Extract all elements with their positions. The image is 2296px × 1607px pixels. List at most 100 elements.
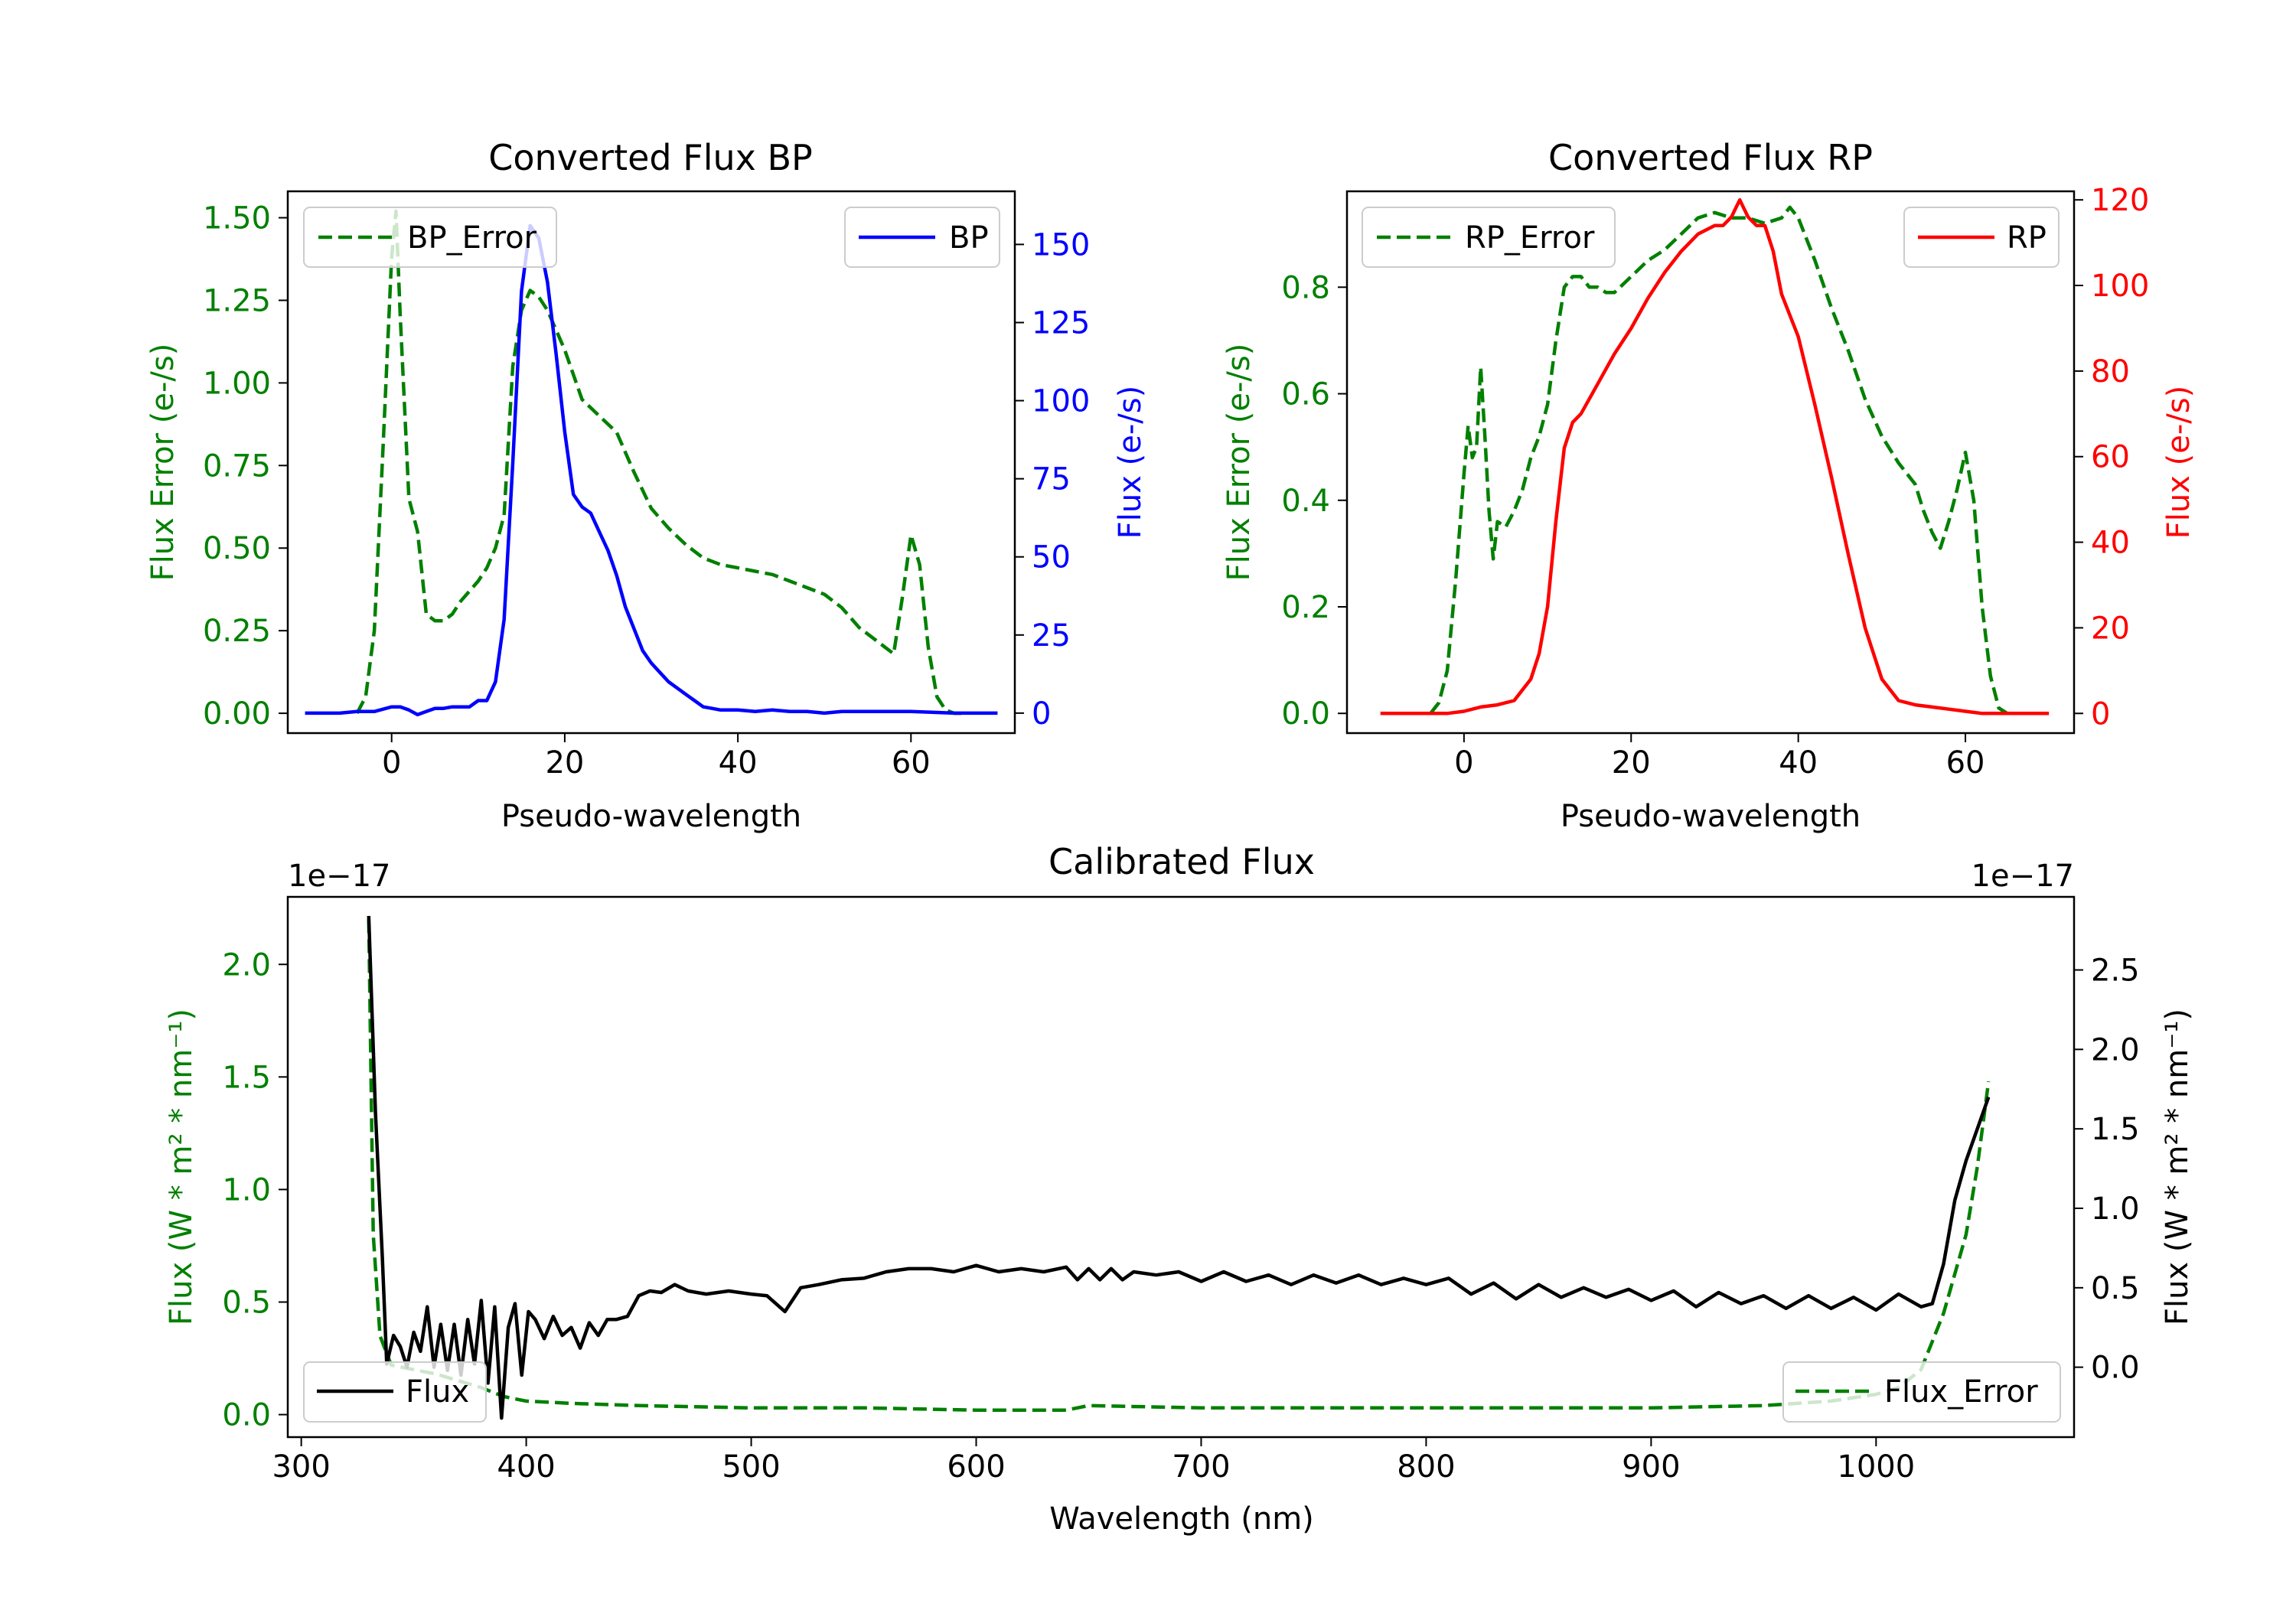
panel-rp-left-axis: 0.0 0.2 0.4 0.6 0.8 [1281,270,1347,732]
panel-bp-plot-area [305,209,998,717]
panel-rp-ylabel-left: Flux Error (e-/s) [1221,344,1257,582]
cal-xtick-label: 900 [1622,1449,1680,1485]
rp-series-rp-error [1429,205,2008,715]
panel-cal-title: Calibrated Flux [1049,841,1315,882]
rp-xtick-label: 0 [1454,745,1473,781]
bp-ytick-right-label: 75 [1032,462,1071,497]
bp-ytick-left-label: 1.25 [203,283,271,318]
legend-flux-error-label: Flux_Error [1884,1374,2038,1410]
rp-series-rp [1380,197,2050,715]
rp-xtick-label: 60 [1946,745,1985,781]
panel-rp-ylabel-right: Flux (e-/s) [2161,386,2197,539]
bp-ytick-left-label: 0.25 [203,614,271,649]
rp-ytick-right-label: 60 [2091,440,2130,475]
panel-cal-xlabel: Wavelength (nm) [1049,1501,1314,1537]
panel-rp-x-axis: 0 20 40 60 [1454,733,1985,781]
panel-bp-legend-right: BP [844,207,1000,268]
panel-bp-right-axis: 0 25 50 75 100 125 150 [1015,227,1090,732]
bp-ytick-right-label: 25 [1032,618,1071,654]
cal-series-flux [367,915,1991,1420]
cal-ytick-right-label: 1.0 [2091,1191,2140,1227]
bp-ytick-left-label: 1.50 [203,201,271,236]
bp-ytick-right-label: 150 [1032,227,1090,262]
rp-ytick-left-label: 0.0 [1281,696,1330,732]
cal-ytick-right-label: 2.5 [2091,953,2140,989]
panel-cal: Calibrated Flux 1e−17 1e−17 300 400 500 600… [164,841,2195,1537]
bp-ytick-left-label: 0.00 [203,696,271,732]
cal-xtick-label: 800 [1397,1449,1455,1485]
panel-cal-offset-left: 1e−17 [288,859,390,894]
cal-ytick-left-label: 0.5 [222,1286,271,1321]
bp-series-bp-error [355,209,964,715]
panel-bp-title: Converted Flux BP [488,137,813,178]
cal-xtick-label: 300 [272,1449,330,1485]
legend-bp-label: BP [949,220,989,256]
rp-xtick-label: 40 [1779,745,1818,781]
panel-rp-frame [1345,190,2076,735]
rp-ytick-left-label: 0.6 [1281,377,1330,412]
legend-flux-label: Flux [406,1374,469,1410]
panel-cal-legend-right: Flux_Error [1782,1361,2061,1423]
rp-ytick-right-label: 0 [2091,696,2110,732]
cal-xtick-label: 600 [947,1449,1005,1485]
panel-bp-left-axis: 0.00 0.25 0.50 0.75 1.00 1.25 1.50 [203,201,288,732]
rp-ytick-left-label: 0.8 [1281,270,1330,305]
cal-xtick-label: 1000 [1837,1449,1915,1485]
panel-bp-frame [286,190,1016,735]
panel-bp-legend-left: BP_Error [303,207,557,268]
panel-bp-ylabel-left: Flux Error (e-/s) [145,344,181,582]
panel-rp-xlabel: Pseudo-wavelength [1561,799,1861,834]
panel-bp-x-axis: 0 20 40 60 [382,733,931,781]
rp-ytick-right-label: 20 [2091,611,2130,646]
cal-ytick-right-label: 2.0 [2091,1032,2140,1068]
rp-ytick-right-label: 40 [2091,526,2130,561]
panel-rp-legend-left: RP_Error [1362,207,1616,268]
rp-ytick-left-label: 0.4 [1281,484,1330,519]
panel-cal-x-axis: 300 400 500 600 700 800 900 1000 [272,1437,1915,1485]
panel-rp: Converted Flux RP 0 20 40 60 0.00.20.40.60.… [1221,137,2197,834]
bp-xtick-label: 40 [719,745,758,781]
cal-xtick-label: 500 [722,1449,780,1485]
rp-ytick-right-label: 80 [2091,354,2130,390]
cal-ytick-left-label: 1.5 [222,1060,271,1095]
panel-cal-left-axis: 0.0 0.5 1.0 1.5 2.0 [222,947,288,1433]
legend-bp-error-label: BP_Error [407,220,537,256]
cal-ytick-left-label: 0.0 [222,1398,271,1433]
panel-rp-plot-area [1380,197,2050,715]
legend-rp-label: RP [2007,220,2047,256]
bp-xtick-label: 20 [545,745,584,781]
rp-ytick-right-label: 100 [2091,269,2149,304]
panel-bp: Converted Flux BP 0 20 40 60 0.00 0.25 0.50 0.… [145,137,1148,834]
panel-bp-ylabel-right: Flux (e-/s) [1113,386,1148,539]
rp-xtick-label: 20 [1612,745,1651,781]
bp-ytick-left-label: 0.50 [203,531,271,566]
bp-ytick-right-label: 0 [1032,696,1051,732]
panel-rp-right-axis: 0 20 40 60 80 100 120 [2074,183,2149,732]
cal-ytick-right-label: 0.0 [2091,1351,2140,1386]
rp-ytick-left-label: 0.2 [1281,590,1330,625]
bp-ytick-right-label: 100 [1032,384,1090,419]
panel-cal-legend-left: Flux [303,1361,487,1423]
panel-rp-legend-right: RP [1903,207,2060,268]
panel-bp-xlabel: Pseudo-wavelength [501,799,801,834]
panel-cal-ylabel-left: Flux (W * m² * nm⁻¹) [164,1009,199,1325]
bp-series-bp [305,223,998,717]
rp-ytick-right-label: 120 [2091,183,2149,218]
legend-rp-error-label: RP_Error [1465,220,1595,256]
cal-xtick-label: 700 [1172,1449,1230,1485]
cal-ytick-left-label: 2.0 [222,947,271,983]
panel-cal-ylabel-right: Flux (W * m² * nm⁻¹) [2160,1009,2195,1325]
bp-xtick-label: 0 [382,745,401,781]
panel-cal-frame [286,895,2076,1439]
cal-xtick-label: 400 [497,1449,555,1485]
panel-rp-title: Converted Flux RP [1548,137,1873,178]
cal-ytick-right-label: 0.5 [2091,1271,2140,1306]
bp-ytick-right-label: 125 [1032,305,1090,341]
cal-ytick-right-label: 1.5 [2091,1112,2140,1147]
cal-ytick-left-label: 1.0 [222,1172,271,1208]
bp-ytick-right-label: 50 [1032,540,1071,575]
bp-ytick-left-label: 0.75 [203,448,271,484]
bp-xtick-label: 60 [892,745,931,781]
panel-cal-offset-right: 1e−17 [1971,859,2074,894]
